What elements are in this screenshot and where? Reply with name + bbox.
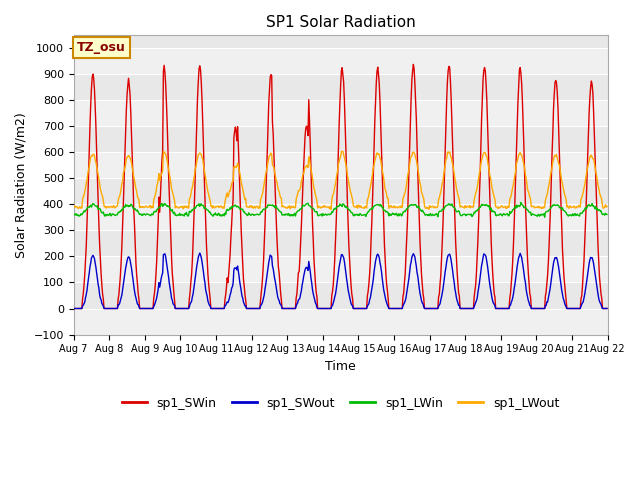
sp1_SWin (421, 306, 429, 312)
sp1_SWin (79, 290, 87, 296)
sp1_LWin (405, 204, 413, 210)
sp1_LWout (70, 204, 77, 210)
sp1_SWin (134, 290, 142, 296)
sp1_LWin (79, 210, 87, 216)
sp1_SWout (406, 269, 413, 275)
Bar (74, 309, 608, 335)
sp1_LWout (422, 205, 430, 211)
sp1_LWin (603, 212, 611, 217)
sp1_SWin (405, 169, 413, 175)
sp1_SWin (189, 258, 196, 264)
Bar (74, 204, 608, 230)
sp1_SWin (410, 61, 417, 67)
sp1_LWout (217, 204, 225, 209)
Bar (74, 256, 608, 283)
sp1_SWout (218, 306, 225, 312)
sp1_LWin (541, 215, 548, 220)
Line: sp1_SWout: sp1_SWout (74, 253, 607, 309)
sp1_LWin (420, 211, 428, 216)
sp1_SWout (421, 306, 429, 312)
Title: SP1 Solar Radiation: SP1 Solar Radiation (266, 15, 415, 30)
Text: TZ_osu: TZ_osu (77, 41, 126, 54)
sp1_LWin (70, 212, 77, 217)
sp1_LWout (339, 148, 346, 154)
sp1_LWout (327, 206, 335, 212)
Line: sp1_LWout: sp1_LWout (74, 151, 607, 209)
Line: sp1_LWin: sp1_LWin (74, 203, 607, 217)
sp1_SWin (603, 306, 611, 312)
Bar (74, 153, 608, 179)
sp1_LWout (79, 193, 87, 199)
sp1_LWin (217, 212, 225, 218)
sp1_LWin (189, 208, 196, 214)
sp1_LWout (189, 185, 196, 191)
Line: sp1_SWin: sp1_SWin (74, 64, 607, 309)
sp1_SWout (603, 306, 611, 312)
sp1_LWout (406, 156, 414, 161)
X-axis label: Time: Time (325, 360, 356, 373)
Y-axis label: Solar Radiation (W/m2): Solar Radiation (W/m2) (15, 112, 28, 258)
sp1_SWout (196, 250, 204, 256)
sp1_SWin (70, 306, 77, 312)
sp1_SWout (79, 302, 87, 308)
Legend: sp1_SWin, sp1_SWout, sp1_LWin, sp1_LWout: sp1_SWin, sp1_SWout, sp1_LWin, sp1_LWout (116, 392, 564, 415)
sp1_LWout (134, 195, 142, 201)
sp1_LWin (517, 200, 525, 205)
Bar (74, 48, 608, 74)
sp1_LWout (603, 204, 611, 209)
sp1_LWin (134, 209, 142, 215)
Bar (74, 100, 608, 126)
sp1_SWout (134, 302, 142, 308)
sp1_SWout (189, 294, 196, 300)
sp1_SWin (217, 306, 225, 312)
sp1_SWout (70, 306, 77, 312)
